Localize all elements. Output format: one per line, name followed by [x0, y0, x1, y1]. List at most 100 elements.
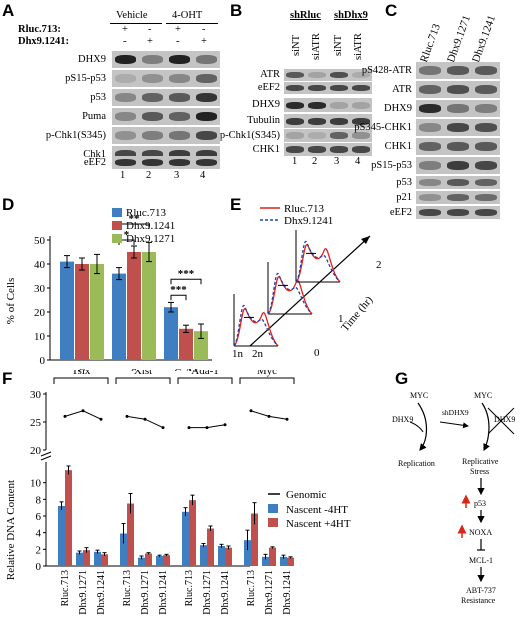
blot-band	[114, 55, 137, 64]
blot-band	[286, 101, 304, 109]
blot-strip	[112, 70, 220, 87]
genomic-point	[125, 414, 129, 418]
shdhx9-label: shDHX9	[442, 408, 469, 417]
blot-band	[168, 150, 191, 159]
y-tick-label: 25	[30, 417, 42, 429]
abt-label: ABT-737	[466, 586, 496, 595]
blot-band	[168, 74, 191, 83]
bar	[200, 545, 207, 566]
bar	[207, 528, 214, 566]
blot-band	[446, 142, 470, 151]
y-tick-label: 8	[36, 494, 42, 506]
histogram-rluc	[267, 276, 313, 315]
blot-band	[474, 179, 498, 186]
blot-band	[308, 72, 326, 78]
legend-label-plus: Nascent +4HT	[286, 518, 351, 530]
blot-band	[352, 72, 370, 78]
significance-label: ***	[170, 284, 187, 296]
blot-band	[352, 132, 370, 139]
bar	[218, 546, 225, 566]
mark: +	[147, 36, 153, 47]
lane-top-label: siATR	[311, 33, 322, 60]
x-tick-label: Rluc.713	[122, 570, 133, 606]
x-tick-1n: 1n	[232, 348, 244, 360]
arrow	[417, 402, 428, 451]
panel-label-c: C	[385, 1, 398, 20]
lane-top-label: siNT	[291, 35, 302, 56]
blot-strip	[284, 114, 372, 128]
lane-number: 4	[355, 156, 361, 167]
genomic-point	[285, 417, 289, 421]
blot-band	[474, 85, 498, 94]
group-bracket	[115, 377, 171, 384]
dhx9-right: DHX9	[494, 415, 515, 424]
blot-band	[474, 66, 498, 75]
x-tick-label: Rluc.713	[184, 570, 195, 606]
x-tick-label: Dhx9.1271	[264, 570, 275, 615]
y-tick-label: 4	[36, 528, 42, 540]
bar	[244, 540, 251, 566]
lane-top-label: siATR	[353, 33, 364, 60]
blot-band	[330, 85, 348, 91]
blot-band	[168, 93, 191, 102]
blot-band	[330, 117, 348, 125]
blot-band	[195, 74, 218, 83]
cross-icon	[487, 407, 515, 435]
blot-band	[195, 159, 218, 166]
significance-label: *	[124, 229, 130, 241]
bar	[94, 551, 101, 566]
blot-band	[418, 85, 442, 94]
group-label: Myc	[257, 370, 277, 377]
x-tick-label: Dhx9.1271	[78, 570, 89, 615]
genomic-point	[143, 417, 147, 421]
mark: -	[148, 24, 152, 35]
group-bracket	[53, 377, 109, 384]
blot-band	[168, 131, 191, 140]
blot-band	[286, 132, 304, 139]
column-label: Dhx9.1241	[470, 13, 499, 65]
blot-band	[418, 66, 442, 75]
time-axis-arrow	[361, 236, 370, 244]
panel-label-b: B	[230, 1, 243, 20]
blot-label: p21	[396, 191, 412, 203]
legend-swatch	[112, 221, 122, 230]
x-tick-label: G /M	[174, 367, 198, 371]
blot-band	[418, 209, 442, 216]
blot-label: eEF2	[257, 82, 280, 93]
blot-label: ATR	[260, 69, 280, 80]
blot-band	[286, 72, 304, 78]
mark: +	[201, 36, 207, 47]
blot-band	[141, 93, 164, 102]
blot-band	[352, 101, 370, 109]
blot-band	[330, 72, 348, 78]
mcl1-label: MCL-1	[469, 556, 493, 565]
myc-right: MYC	[474, 391, 492, 400]
bar	[225, 547, 232, 566]
panel-label-a: A	[2, 1, 15, 20]
blot-band	[286, 85, 304, 91]
panel-e-chart: 1n 2n 0 1 2 Time (hr) Rluc.713 Dhx9.1241	[232, 203, 382, 360]
blot-label: DHX9	[78, 53, 106, 65]
time-tick-0: 0	[314, 347, 320, 359]
blot-strip	[416, 81, 500, 98]
y-axis-label: Relative DNA Content	[5, 480, 17, 580]
legend-label-dhx9: Dhx9.1241	[284, 215, 333, 227]
blot-band	[446, 66, 470, 75]
bar	[163, 555, 170, 566]
column-label: Rluc.713	[418, 22, 443, 65]
x-tick-label: Rluc.713	[246, 570, 257, 606]
blot-label: CHK1	[252, 143, 280, 155]
blot-band	[418, 161, 442, 170]
time-axis	[249, 235, 371, 347]
significance-bracket	[170, 278, 202, 285]
y-tick-label: 20	[34, 307, 46, 319]
group-label-shdhx9: shDhx9	[334, 10, 368, 21]
x-tick-label: Dhx9.1241	[96, 570, 107, 615]
blot-band	[446, 104, 470, 113]
mark: -	[123, 36, 127, 47]
lane-number: 4	[200, 170, 206, 181]
blot-label: pS428-ATR	[361, 64, 412, 76]
bar	[179, 328, 193, 360]
blot-strip	[416, 206, 500, 219]
blot-band	[446, 85, 470, 94]
